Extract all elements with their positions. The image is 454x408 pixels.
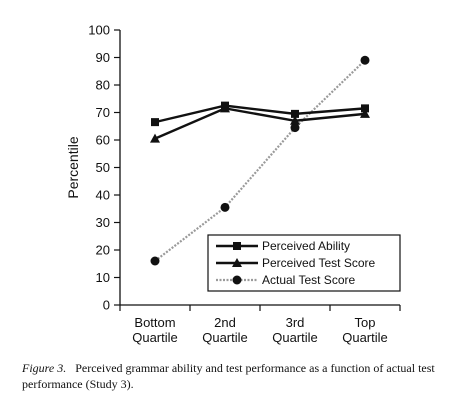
x-tick-label-line: Bottom — [134, 315, 175, 330]
y-tick-label: 100 — [88, 23, 110, 38]
y-axis: 0 10 20 30 40 50 60 70 80 90 100 — [88, 23, 121, 313]
y-tick-label: 80 — [96, 78, 110, 93]
y-tick-label: 40 — [96, 188, 110, 203]
y-tick-label: 20 — [96, 243, 110, 258]
y-tick-label: 0 — [103, 298, 110, 313]
data-point — [220, 103, 230, 113]
x-tick-label: Bottom Quartile — [132, 315, 178, 345]
data-point — [360, 108, 370, 118]
legend-entry: Actual Test Score — [262, 273, 355, 287]
x-tick-label: 3rd Quartile — [272, 315, 318, 345]
data-point — [290, 123, 300, 133]
data-point — [220, 202, 230, 212]
x-tick-label-line: Quartile — [272, 330, 318, 345]
series-perceived-test-score — [150, 103, 370, 143]
x-tick-label: 2nd Quartile — [202, 315, 248, 345]
data-point — [291, 109, 299, 118]
figure-label: Figure 3. — [22, 361, 67, 375]
x-tick-label-line: Top — [355, 315, 376, 330]
legend-entry: Perceived Test Score — [262, 256, 375, 270]
x-tick-label-line: Quartile — [132, 330, 178, 345]
x-tick-label-line: 3rd — [286, 315, 305, 330]
x-tick-label-line: Quartile — [342, 330, 388, 345]
data-point — [151, 118, 159, 127]
data-point — [290, 115, 300, 125]
x-tick-label-line: 2nd — [214, 315, 236, 330]
y-tick-label: 90 — [96, 50, 110, 65]
data-point — [360, 55, 370, 65]
y-tick-label: 70 — [96, 105, 110, 120]
x-tick-label-line: Quartile — [202, 330, 248, 345]
legend-marker — [233, 242, 241, 250]
legend-entry: Perceived Ability — [262, 239, 350, 253]
data-point — [150, 133, 160, 143]
series-line — [154, 59, 366, 262]
figure-caption-text: Perceived grammar ability and test perfo… — [22, 361, 435, 391]
series-line — [154, 104, 366, 124]
legend-marker — [232, 275, 242, 285]
data-point — [150, 256, 160, 266]
series-layer — [150, 55, 370, 266]
series-actual-test-score — [150, 55, 370, 266]
x-tick-label: Top Quartile — [342, 315, 388, 345]
legend: Perceived Ability Perceived Test Score Act… — [207, 234, 401, 292]
y-tick-label: 30 — [96, 215, 110, 230]
y-axis-title: Percentile — [65, 136, 81, 198]
y-tick-label: 50 — [96, 160, 110, 175]
data-point — [361, 104, 369, 113]
y-tick-label: 60 — [96, 133, 110, 148]
y-tick-label: 10 — [96, 270, 110, 285]
legend-marker — [232, 258, 242, 267]
series-line — [154, 107, 366, 140]
figure-caption: Figure 3. Perceived grammar ability and … — [22, 360, 442, 392]
